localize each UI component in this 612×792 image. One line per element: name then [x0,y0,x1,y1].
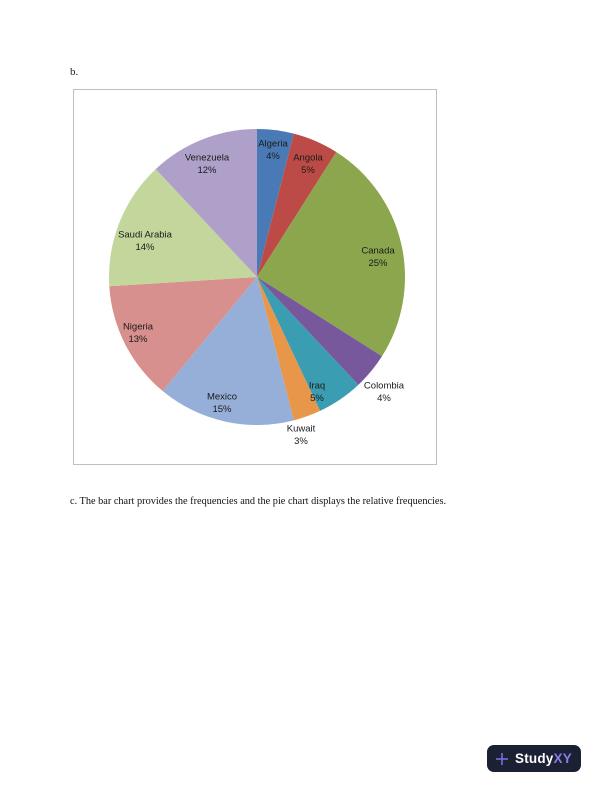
pie-chart-frame: Algeria 4% Angola 5% Canada 25% Colombia 4% Iraq… [73,89,437,465]
pie-slice-venezuela [155,129,257,277]
pie-label-name: Algeria [258,139,288,150]
pie-slice-algeria [257,129,294,277]
pie-label-percent: 25% [368,258,388,269]
pie-label-name: Angola [293,153,323,164]
pie-slice-angola [257,133,337,277]
pie-label-name: Iraq [309,381,325,392]
pie-slice-kuwait [257,277,321,421]
caption-text: c. The bar chart provides the frequencie… [70,496,447,508]
pie-label-percent: 4% [266,151,280,162]
pie-slice-mexico [162,277,294,426]
studyxy-logo: StudyXY [487,745,581,772]
pie-label-name: Saudi Arabia [118,230,173,241]
pie-label-percent: 12% [197,165,217,176]
pie-label-name: Mexico [207,392,237,403]
pie-label-name: Kuwait [287,424,316,435]
pie-label-name: Colombia [364,381,405,392]
pie-label-percent: 5% [301,165,315,176]
pie-label-name: Canada [361,246,395,257]
pie-slice-saudi-arabia [108,169,257,287]
plus-icon [496,752,508,765]
pie-slice-iraq [257,277,359,411]
pie-slice-nigeria [109,277,257,392]
pie-label-percent: 4% [377,393,391,404]
pie-label-percent: 15% [212,404,232,415]
pie-label-percent: 5% [310,393,324,404]
pie-slice-colombia [257,277,382,385]
pie-label-percent: 14% [135,242,155,253]
pie-label-name: Venezuela [185,153,230,164]
pie-label-name: Nigeria [123,322,154,333]
brand-primary: Study [515,751,554,766]
item-label-b: b. [70,66,79,78]
pie-label-percent: 3% [294,436,308,447]
brand-accent: XY [553,751,572,766]
pie-label-percent: 13% [128,334,148,345]
brand-wordmark: StudyXY [515,751,572,766]
pie-slice-canada [257,152,405,357]
